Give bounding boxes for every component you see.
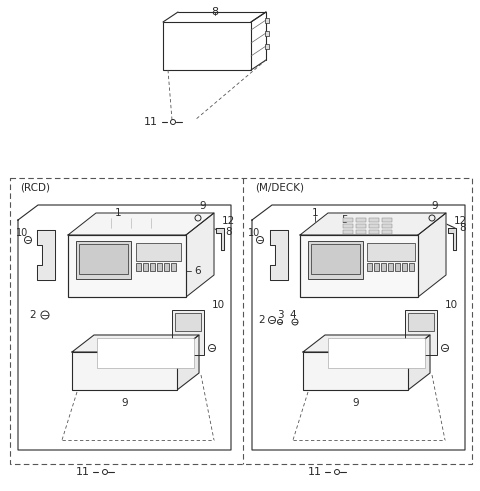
Text: 10: 10 (212, 300, 225, 310)
Polygon shape (72, 335, 199, 352)
Bar (369, 224, 379, 228)
Text: (RCD): (RCD) (20, 183, 50, 193)
Bar (97, 338, 194, 368)
Bar (300, 235, 418, 297)
Polygon shape (177, 335, 199, 390)
Polygon shape (418, 213, 446, 297)
Polygon shape (68, 213, 214, 235)
Bar (10, 178, 472, 464)
Text: 10: 10 (445, 300, 458, 310)
Bar (356, 218, 366, 222)
Polygon shape (300, 213, 446, 235)
Bar (382, 230, 392, 234)
Text: 12: 12 (222, 216, 235, 226)
Bar (175, 313, 201, 331)
Bar (343, 230, 353, 234)
Bar (408, 313, 434, 331)
Text: 6: 6 (194, 266, 201, 276)
Polygon shape (408, 335, 430, 390)
Bar (369, 218, 379, 222)
Bar (374, 263, 379, 271)
Text: 9: 9 (352, 398, 359, 408)
Bar (382, 218, 392, 222)
Text: 4: 4 (290, 310, 296, 320)
Bar (369, 230, 379, 234)
Bar (343, 224, 353, 228)
Bar (150, 263, 155, 271)
Text: 8: 8 (459, 223, 466, 233)
Bar (143, 263, 148, 271)
Bar (79, 244, 128, 274)
Bar (343, 218, 353, 222)
Text: 2: 2 (259, 315, 265, 325)
Text: 12: 12 (454, 216, 467, 226)
Text: 1: 1 (312, 208, 318, 218)
Polygon shape (37, 230, 55, 280)
Bar (303, 352, 408, 390)
Bar (405, 310, 437, 355)
Text: 11: 11 (308, 467, 322, 477)
Bar (367, 243, 415, 261)
Bar (172, 310, 204, 355)
Bar (388, 263, 393, 271)
Text: (M/DECK): (M/DECK) (255, 183, 304, 193)
Bar (136, 263, 141, 271)
Text: 11: 11 (76, 467, 90, 477)
Text: 2: 2 (30, 310, 36, 320)
Text: 11: 11 (144, 117, 158, 127)
Bar (136, 243, 181, 261)
Bar (311, 244, 360, 274)
Text: 9: 9 (432, 201, 438, 211)
Bar (76, 241, 131, 279)
Text: 10: 10 (248, 228, 260, 238)
Bar (409, 263, 414, 271)
Bar (367, 263, 372, 271)
Bar (308, 241, 363, 279)
Bar (356, 224, 366, 228)
Text: 3: 3 (276, 310, 283, 320)
Bar (395, 263, 400, 271)
Polygon shape (270, 230, 288, 280)
Polygon shape (448, 228, 456, 250)
Bar (328, 338, 425, 368)
Text: 8: 8 (225, 227, 232, 237)
Bar (157, 263, 162, 271)
Bar (381, 263, 386, 271)
Text: 8: 8 (211, 7, 218, 17)
Polygon shape (186, 213, 214, 297)
Text: 7: 7 (45, 235, 51, 245)
Bar (382, 224, 392, 228)
Bar (68, 235, 186, 297)
Text: 10: 10 (16, 228, 28, 238)
Bar (163, 22, 251, 70)
Bar (164, 263, 169, 271)
Polygon shape (303, 335, 430, 352)
Bar (72, 352, 177, 390)
Text: 9: 9 (200, 201, 206, 211)
Bar (171, 263, 176, 271)
Bar (356, 230, 366, 234)
Bar (265, 44, 269, 49)
Bar (265, 18, 269, 23)
Text: 5: 5 (342, 215, 348, 225)
Text: 1: 1 (115, 208, 121, 218)
Polygon shape (18, 205, 231, 450)
Text: 9: 9 (121, 398, 128, 408)
Bar (265, 31, 269, 36)
Polygon shape (216, 228, 224, 250)
Bar (402, 263, 407, 271)
Polygon shape (252, 205, 465, 450)
